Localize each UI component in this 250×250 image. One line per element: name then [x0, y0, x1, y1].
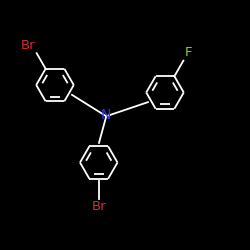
Text: F: F: [184, 46, 192, 60]
Text: Br: Br: [92, 200, 106, 213]
Text: Br: Br: [21, 39, 36, 52]
Text: N: N: [101, 108, 112, 122]
